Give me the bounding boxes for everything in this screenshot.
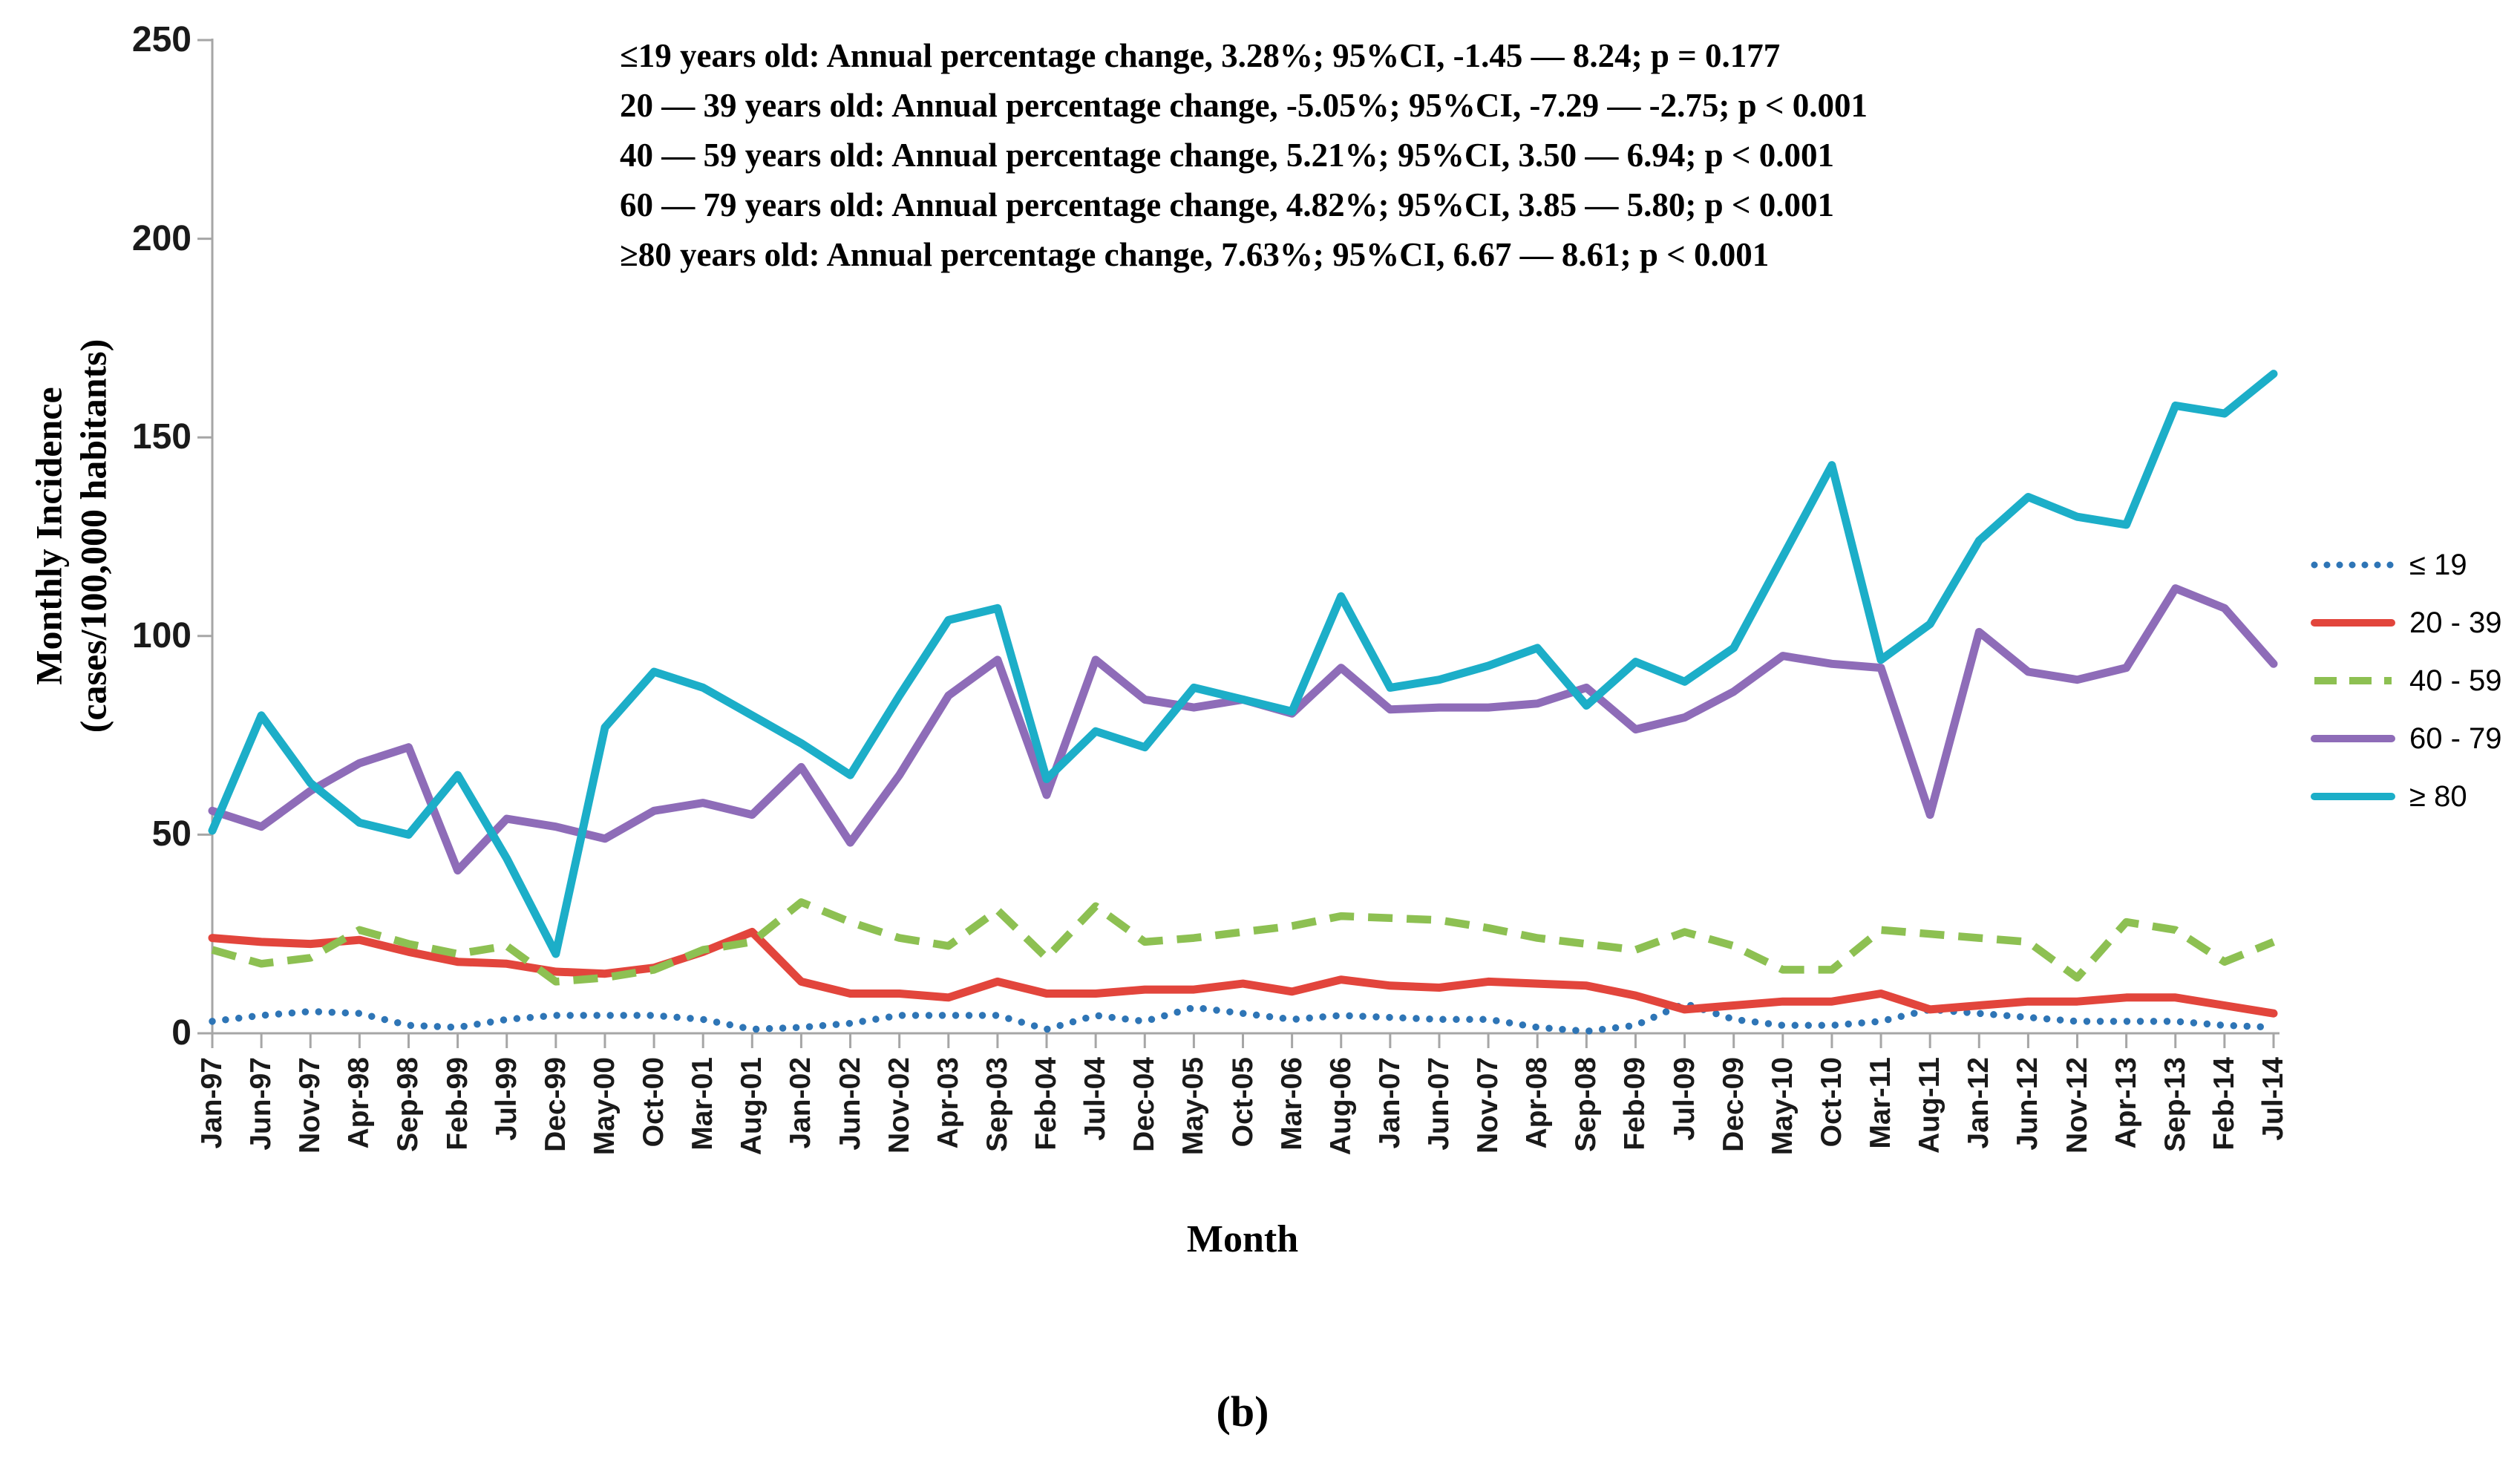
legend-label-a6079: 60 - 79 [2409,722,2502,755]
x-tick-label: Jan-97 [196,1057,228,1149]
series-line-a4059 [211,898,2275,986]
y-tick-label: 150 [131,417,192,457]
x-tick-label: Apr-08 [1521,1057,1554,1149]
x-axis-title: Month [1186,1218,1299,1260]
series-line-a6079 [208,584,2278,875]
x-tick-label: Jun-07 [1422,1057,1455,1151]
y-axis-title-line1: Monthly Incidence [27,387,70,685]
x-tick-label: Oct-00 [638,1057,670,1148]
x-tick-label: Feb-99 [441,1057,474,1151]
x-tick-label: Jan-07 [1373,1057,1406,1149]
x-tick-label: Nov-02 [883,1057,915,1154]
x-tick-label: Dec-09 [1717,1057,1750,1152]
x-tick-label: Dec-04 [1128,1057,1161,1152]
x-tick-label: Apr-03 [932,1057,964,1149]
x-tick-label: Jul-09 [1668,1057,1701,1141]
legend-label-le19: ≤ 19 [2409,548,2467,581]
x-tick-label: Aug-01 [736,1057,768,1156]
x-tick-label: Aug-11 [1914,1057,1946,1154]
x-tick-label: Sep-98 [392,1057,425,1152]
legend-label-a4059: 40 - 59 [2409,664,2502,697]
legend-item-a2039: 20 - 39 [2310,594,2502,652]
legend-item-a4059: 40 - 59 [2310,652,2502,710]
x-tick-label: Jun-97 [245,1057,278,1151]
y-tick-label: 50 [151,814,192,854]
y-tick-label: 250 [131,20,192,59]
y-tick-label: 200 [131,218,192,258]
x-tick-label: Aug-06 [1324,1057,1357,1156]
annotation-ge80: ≥80 years old: Annual percentage change,… [620,236,1770,273]
x-tick-label: Apr-13 [2110,1057,2142,1149]
series-line-ge80 [208,370,2278,958]
x-tick-label: Dec-99 [539,1057,572,1152]
legend-label-a2039: 20 - 39 [2409,606,2502,639]
annotation-6079: 60 — 79 years old: Annual percentage cha… [620,186,1835,223]
x-tick-label: Feb-09 [1619,1057,1652,1151]
legend-label-ge80: ≥ 80 [2409,779,2467,813]
x-tick-label: Feb-14 [2208,1057,2240,1151]
x-tick-label: Sep-08 [1570,1057,1603,1152]
x-tick-label: Jun-12 [2012,1057,2044,1151]
x-tick-label: Mar-01 [687,1057,719,1151]
x-tick-label: Sep-13 [2159,1057,2191,1152]
legend-line-sample-a6079 [2311,735,2395,742]
x-tick-label: Oct-05 [1226,1057,1259,1148]
x-tick-label: Mar-06 [1275,1057,1308,1151]
legend-item-a6079: 60 - 79 [2310,710,2502,768]
x-tick-label: Nov-97 [294,1057,327,1154]
x-tick-label: May-05 [1177,1057,1210,1156]
x-tick-label: Oct-10 [1815,1057,1848,1148]
x-tick-label: Jul-99 [490,1057,523,1141]
x-tick-label: Jul-14 [2257,1057,2289,1141]
x-tick-label: May-00 [588,1057,621,1156]
x-tick-label: Jan-02 [785,1057,817,1149]
x-tick-label: Mar-11 [1865,1057,1897,1149]
y-axis-title: Monthly Incidence (cases/100,000 habitan… [26,339,115,733]
annotation-2039: 20 — 39 years old: Annual percentage cha… [620,87,1868,124]
y-tick-label: 100 [131,615,192,655]
figure-caption: (b) [1216,1387,1269,1436]
annotation-le19: ≤19 years old: Annual percentage change,… [620,37,1781,74]
x-tick-label: Jul-04 [1079,1057,1112,1141]
x-tick-label: Sep-03 [981,1057,1013,1152]
legend-item-ge80: ≥ 80 [2310,768,2502,825]
x-tick-label: Apr-98 [343,1057,376,1149]
legend-line-sample-le19 [2311,561,2395,569]
y-tick-label: 0 [171,1013,192,1053]
x-tick-label: Nov-12 [2061,1057,2093,1154]
x-tick-label: Jun-02 [834,1057,866,1151]
series-line-a2039 [208,928,2278,1018]
legend-line-sample-ge80 [2311,793,2395,800]
x-tick-label: May-10 [1766,1057,1799,1156]
legend-line-sample-a4059 [2314,677,2392,684]
legend: ≤ 19 20 - 39 40 - 59 60 - 79 ≥ 80 [2310,536,2502,825]
x-tick-label: Jan-12 [1963,1057,1995,1149]
y-axis-title-box: Monthly Incidence (cases/100,000 habitan… [15,165,126,907]
annotation-4059: 40 — 59 years old: Annual percentage cha… [620,137,1835,174]
y-axis-title-line2: (cases/100,000 habitants) [72,338,114,733]
x-tick-label: Nov-07 [1472,1057,1505,1154]
x-tick-label: Feb-04 [1030,1057,1063,1151]
apc-annotations: ≤19 years old: Annual percentage change,… [620,31,1868,280]
legend-item-le19: ≤ 19 [2310,536,2502,594]
legend-line-sample-a2039 [2311,619,2395,627]
